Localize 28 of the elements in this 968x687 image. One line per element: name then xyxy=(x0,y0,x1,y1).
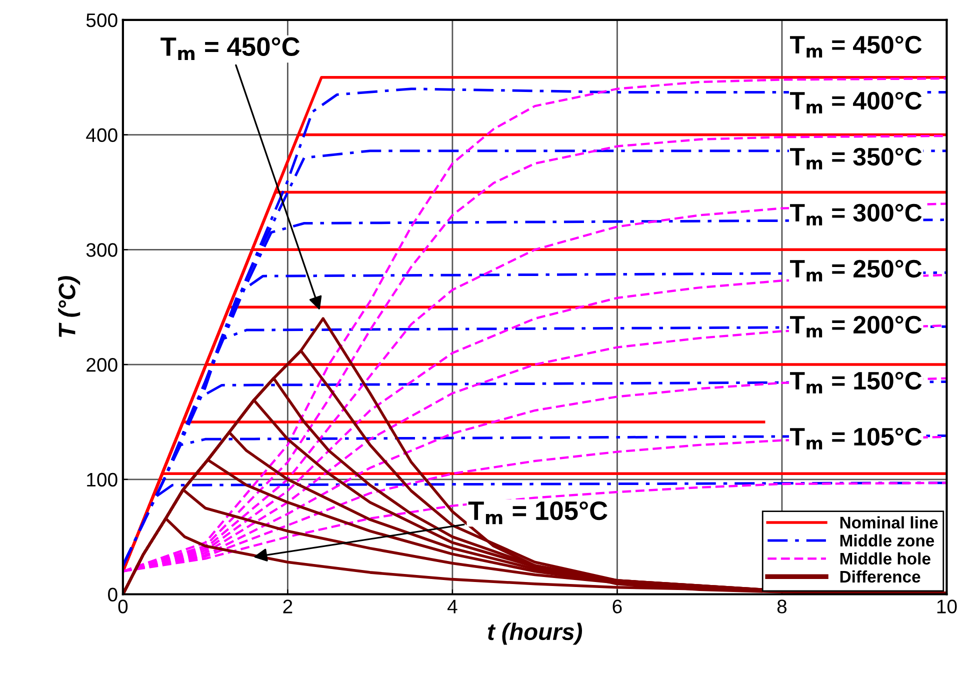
annotation: T$_{m}$ = 400°C xyxy=(790,92,922,114)
annotation: T$_{m}$ = 350°C xyxy=(790,148,922,170)
x-tick-label: 0 xyxy=(118,600,128,614)
legend-label: Middle hole xyxy=(840,552,930,565)
y-tick-label: 200 xyxy=(86,358,118,372)
x-tick-label: 8 xyxy=(777,600,787,614)
legend-label: Nominal line xyxy=(840,516,938,529)
legend-label: Middle zone xyxy=(840,534,934,547)
x-tick-label: 4 xyxy=(447,600,458,614)
x-tick-label: 10 xyxy=(937,600,957,614)
legend-label: Difference xyxy=(840,570,920,583)
annotation: T$_{m}$ = 300°C xyxy=(790,204,922,226)
annotation: T$_{m}$ = 250°C xyxy=(790,260,922,282)
y-tick-label: 400 xyxy=(86,128,118,142)
annotation: T$_{m}$ = 150°C xyxy=(790,372,922,394)
x-axis-title: t (hours) xyxy=(488,622,582,645)
x-tick-label: 6 xyxy=(612,600,622,614)
y-tick-label: 500 xyxy=(86,13,118,28)
x-tick-label: 2 xyxy=(283,600,292,614)
annotation: T$_{m}$ = 105°C xyxy=(468,501,608,524)
annotation: T$_{m}$ = 200°C xyxy=(790,316,922,338)
y-axis-title: T (°C) xyxy=(58,276,80,338)
annotation: T$_{m}$ = 450°C xyxy=(160,37,300,60)
annotation: T$_{m}$ = 105°C xyxy=(790,428,922,450)
y-tick-label: 100 xyxy=(87,472,118,487)
annotation: T$_{m}$ = 450°C xyxy=(790,36,922,58)
y-tick-label: 0 xyxy=(108,588,118,602)
y-tick-label: 300 xyxy=(86,243,118,257)
